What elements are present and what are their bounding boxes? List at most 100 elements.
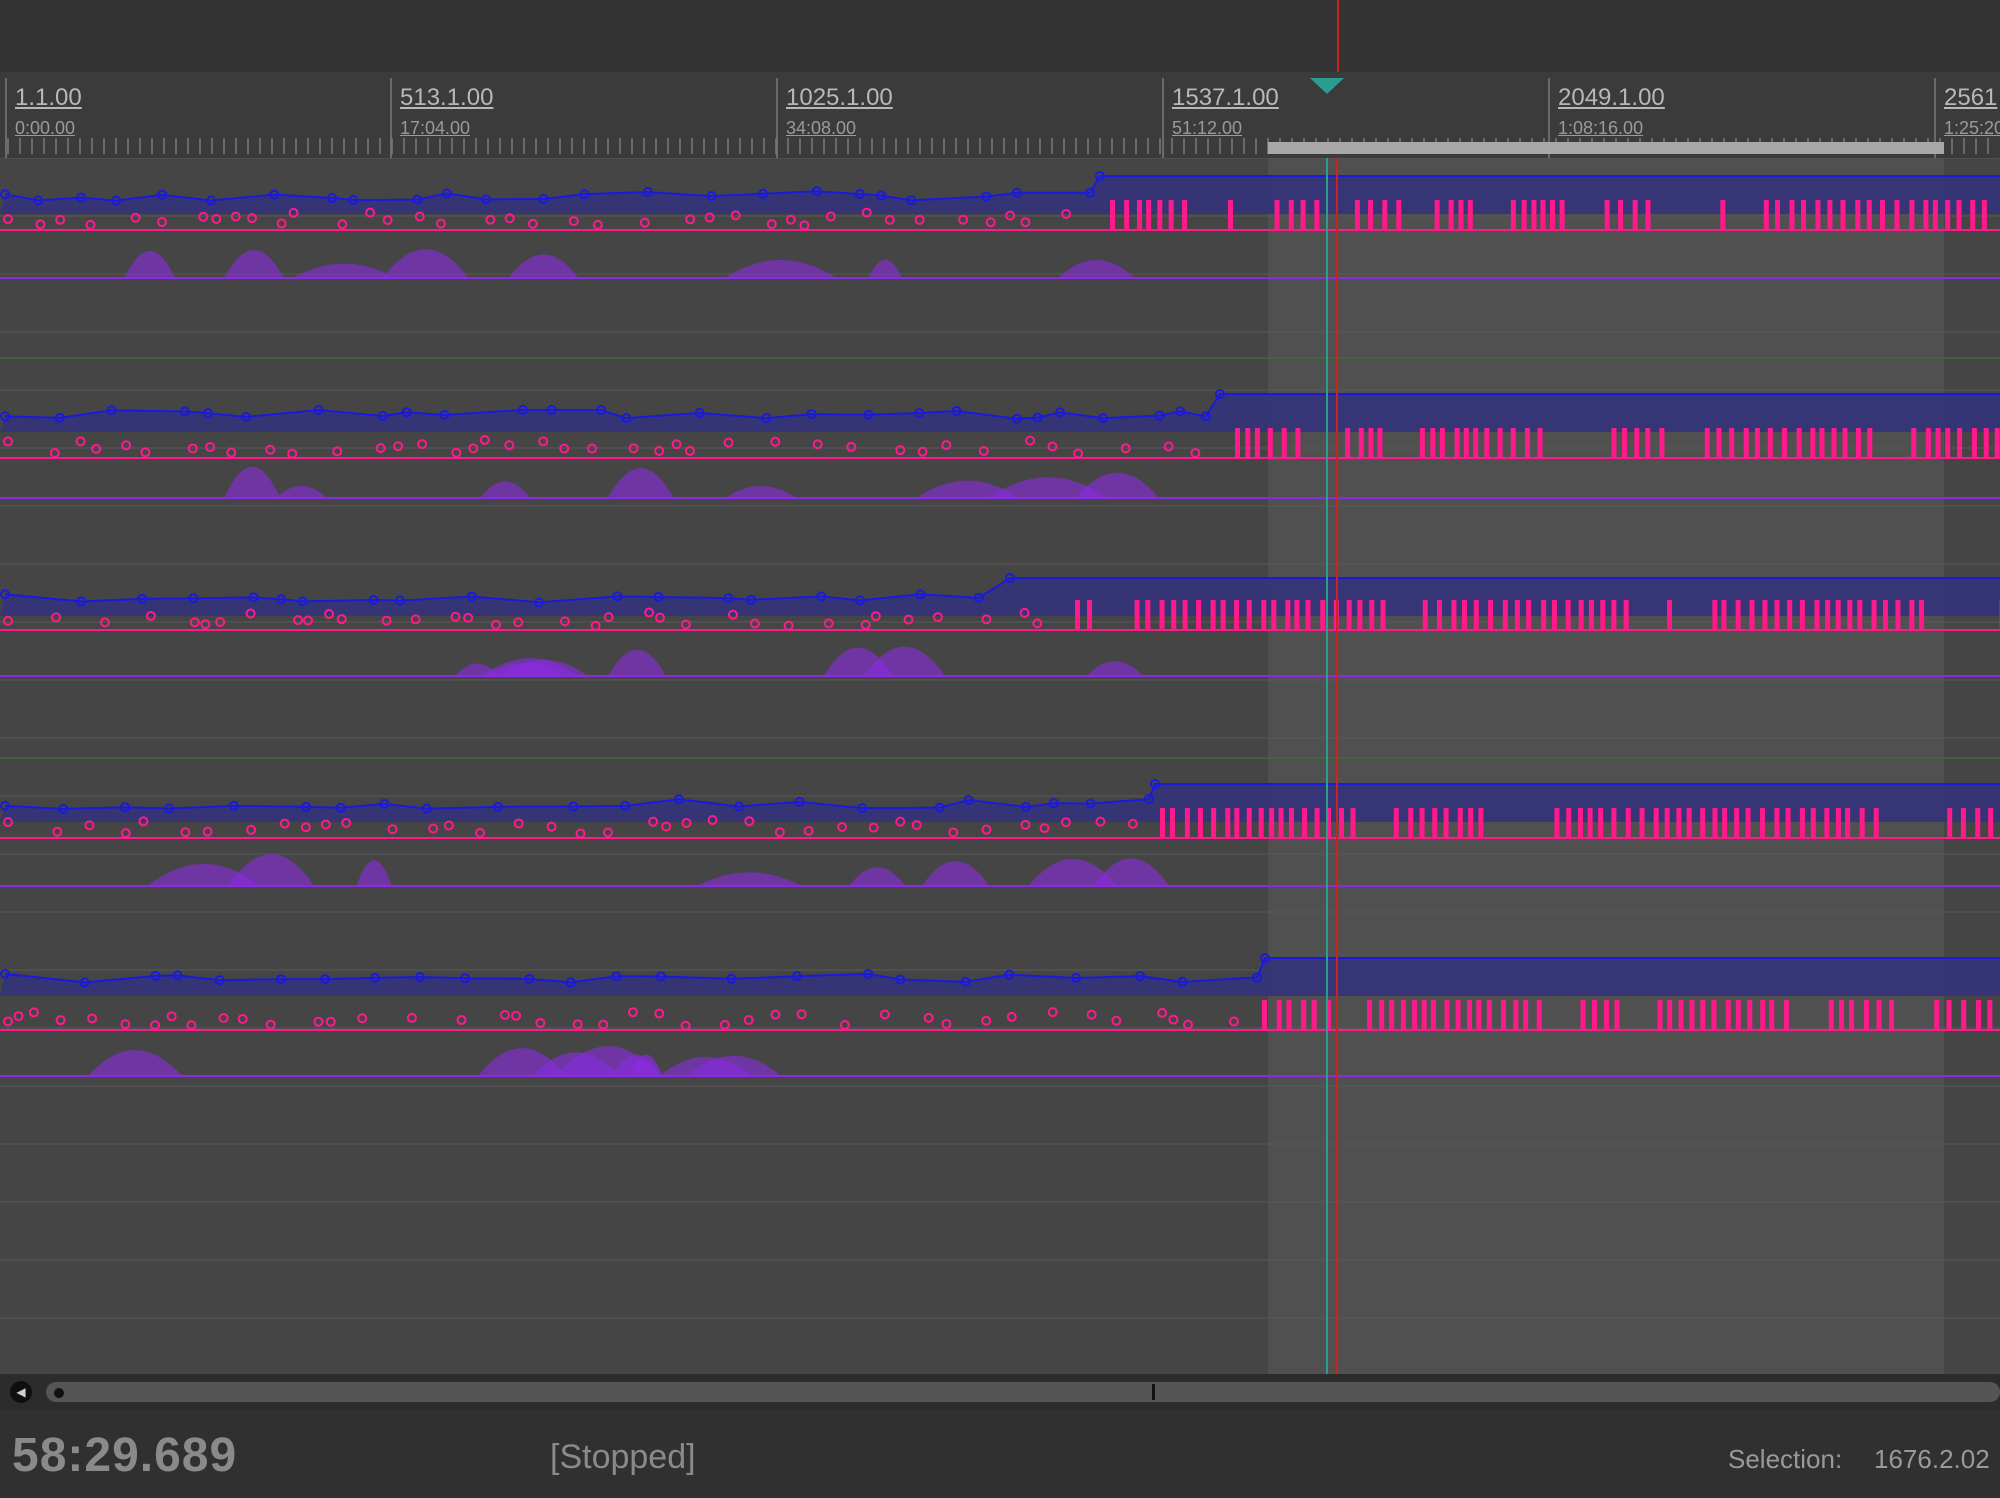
note-event (1598, 808, 1604, 838)
note-event (1623, 600, 1629, 630)
note-node (825, 211, 836, 222)
note-node (375, 443, 386, 454)
volume-node (673, 794, 684, 805)
lanes-canvas[interactable] (0, 158, 2000, 1374)
volume-node (335, 802, 346, 813)
note-node (743, 1014, 754, 1025)
note-node (451, 447, 462, 458)
note-node (13, 1011, 24, 1022)
note-event (1382, 200, 1388, 230)
note-event (1137, 200, 1143, 230)
horizontal-scrollbar[interactable]: ◀ (0, 1374, 2000, 1410)
time-ruler[interactable]: 1.1.00 0:00.00 513.1.00 17:04.00 1025.1.… (0, 72, 2000, 159)
volume-node (915, 589, 926, 600)
volume-node (857, 803, 868, 814)
velocity-shape (696, 872, 803, 886)
velocity-shape (292, 263, 396, 278)
selection-value[interactable]: 1676.2.02 (1874, 1444, 1990, 1474)
note-node (868, 822, 879, 833)
note-event (1814, 600, 1820, 630)
note-event (1923, 200, 1929, 230)
scroll-thumb-start[interactable] (54, 1388, 64, 1398)
volume-node (301, 801, 312, 812)
note-node (680, 619, 691, 630)
note-event (1604, 1000, 1610, 1030)
volume-node (565, 977, 576, 988)
volume-node (137, 593, 148, 604)
note-event (1855, 428, 1861, 458)
note-event (1839, 1000, 1845, 1030)
note-event (1934, 1000, 1940, 1030)
scroll-left-icon[interactable]: ◀ (10, 1381, 32, 1403)
volume-node (76, 596, 87, 607)
note-event (1368, 200, 1374, 230)
volume-node (164, 803, 175, 814)
volume-node (76, 192, 87, 203)
note-node (654, 446, 665, 457)
note-event (1932, 200, 1938, 230)
note-event (1774, 808, 1780, 838)
note-node (130, 212, 141, 223)
note-event (1700, 1000, 1706, 1030)
note-node (479, 435, 490, 446)
scroll-track[interactable] (46, 1382, 2000, 1402)
ruler-mark: 2561 1:25:20 (1934, 78, 2000, 158)
note-node (861, 207, 872, 218)
note-event (1789, 200, 1795, 230)
note-event (1611, 600, 1617, 630)
note-event (1345, 428, 1351, 458)
volume-node (370, 972, 381, 983)
note-node (1020, 819, 1031, 830)
note-event (1430, 1000, 1436, 1030)
volume-node (906, 195, 917, 206)
note-node (468, 443, 479, 454)
volume-node (816, 591, 827, 602)
note-node (785, 214, 796, 225)
note-event (1763, 200, 1769, 230)
note-node (1047, 441, 1058, 452)
note-event (1810, 428, 1816, 458)
note-event (1971, 428, 1977, 458)
volume-node (653, 592, 664, 603)
note-node (49, 448, 60, 459)
ruler-bar-label: 1.1.00 (15, 84, 82, 111)
note-event (1269, 808, 1275, 838)
volume-node (0, 189, 10, 200)
volume-node (0, 589, 10, 600)
automation-lanes[interactable] (0, 158, 2000, 1374)
note-node (1005, 210, 1016, 221)
note-event (1781, 428, 1787, 458)
note-event (1124, 200, 1130, 230)
velocity-shape (868, 259, 903, 278)
note-event (1855, 200, 1861, 230)
note-node (884, 214, 895, 225)
note-node (336, 614, 347, 625)
note-node (100, 617, 111, 628)
note-event (1197, 808, 1203, 838)
note-node (211, 214, 222, 225)
note-node (187, 443, 198, 454)
note-event (1476, 1000, 1482, 1030)
note-node (145, 610, 156, 621)
playhead-line-top (1337, 0, 1339, 72)
note-event (1110, 200, 1115, 230)
note-event (1380, 600, 1386, 630)
ruler-mark: 513.1.00 17:04.00 (390, 78, 493, 158)
ruler-mark: 1.1.00 0:00.00 (5, 78, 82, 158)
note-node (559, 616, 570, 627)
note-event (1835, 600, 1841, 630)
note-event (1419, 808, 1425, 838)
volume-node (963, 795, 974, 806)
note-node (958, 214, 969, 225)
note-event (1587, 808, 1593, 838)
note-event (1994, 428, 2000, 458)
velocity-shape (382, 249, 469, 278)
note-node (140, 447, 151, 458)
volume-node (1084, 187, 1095, 198)
note-node (749, 618, 760, 629)
note-node (200, 619, 211, 630)
note-node (648, 816, 659, 827)
note-event (1957, 428, 1963, 458)
note-event (1945, 428, 1951, 458)
note-event (1396, 200, 1402, 230)
